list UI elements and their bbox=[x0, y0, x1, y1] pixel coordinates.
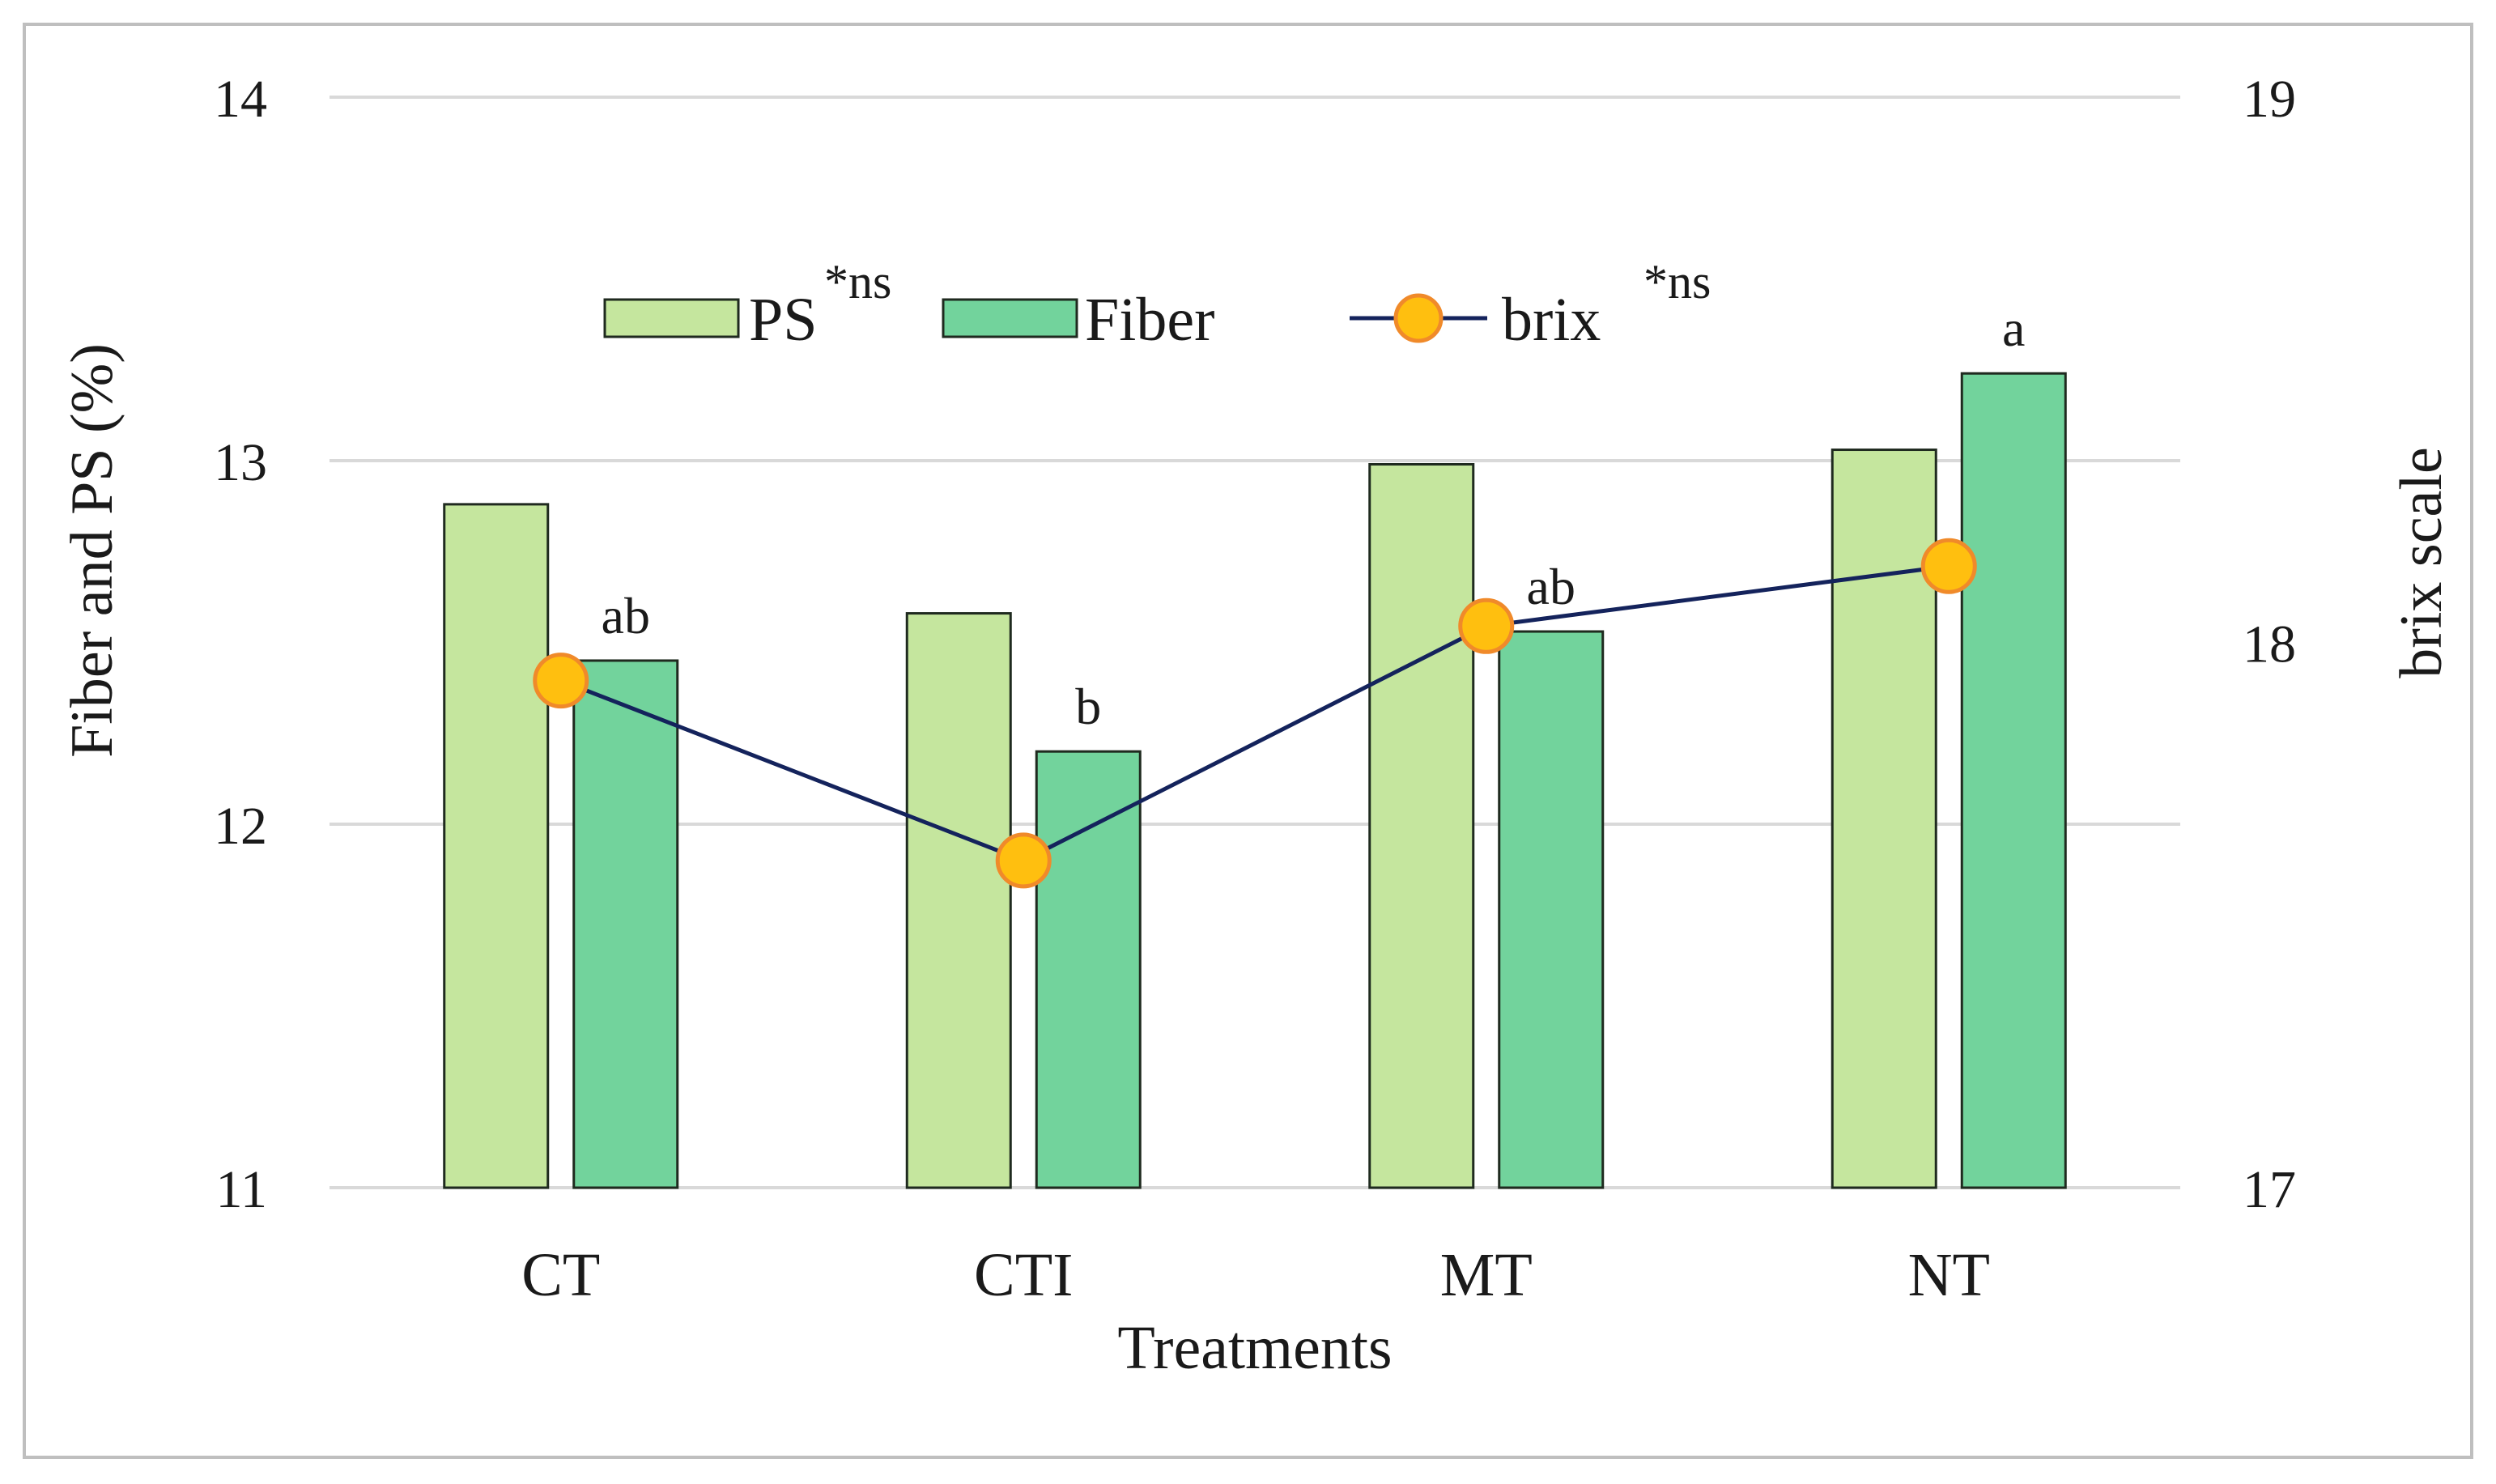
x-tick-label: MT bbox=[1440, 1241, 1533, 1309]
ps-bar bbox=[443, 503, 550, 1189]
brix-marker bbox=[533, 653, 589, 709]
axes: 11 12 13 14 17 18 19 CT CTI MT NT Treatments Fiber a… bbox=[59, 70, 2455, 1382]
brix-marker bbox=[995, 832, 1052, 889]
y2-axis-title: brix scale bbox=[2388, 447, 2455, 678]
y2-tick-label: 18 bbox=[2243, 615, 2296, 674]
ps-legend-superscript: *ns bbox=[824, 255, 891, 308]
ps-bar bbox=[1368, 462, 1475, 1189]
ps-bar bbox=[1831, 449, 1937, 1189]
significance-label: b bbox=[1075, 678, 1101, 735]
ps-legend-label: PS bbox=[749, 286, 818, 354]
y-axis-title: Fiber and PS (%) bbox=[59, 343, 125, 758]
brix-legend-marker bbox=[1393, 293, 1444, 343]
chart-frame bbox=[23, 23, 2473, 1459]
significance-labels: ab b ab a bbox=[602, 300, 2026, 735]
x-tick-label: NT bbox=[1908, 1241, 1990, 1309]
brix-legend-superscript: *ns bbox=[1643, 255, 1711, 308]
bars bbox=[443, 372, 2067, 1189]
y2-tick-label: 17 bbox=[2243, 1160, 2296, 1219]
x-tick-label: CT bbox=[521, 1241, 600, 1309]
y2-tick-label: 19 bbox=[2243, 70, 2296, 129]
brix-line bbox=[533, 538, 1977, 889]
brix-legend-label: brix bbox=[1502, 286, 1601, 354]
y-tick-label: 13 bbox=[214, 433, 267, 492]
significance-label: ab bbox=[1527, 558, 1575, 615]
fiber-legend-label: Fiber bbox=[1085, 286, 1214, 354]
fiber-bar bbox=[1960, 372, 2067, 1189]
brix-polyline bbox=[559, 563, 1950, 863]
fiber-bar bbox=[1498, 630, 1605, 1189]
significance-label: a bbox=[2002, 300, 2025, 357]
brix-marker bbox=[1920, 538, 1977, 594]
fiber-bar bbox=[572, 659, 679, 1189]
fiber-bar bbox=[1035, 750, 1142, 1189]
x-tick-label: CTI bbox=[974, 1241, 1073, 1309]
brix-marker bbox=[1458, 597, 1515, 654]
fiber-legend-swatch bbox=[942, 298, 1078, 338]
y-tick-label: 12 bbox=[214, 797, 267, 856]
y-tick-label: 14 bbox=[214, 70, 267, 129]
x-axis-title: Treatments bbox=[1117, 1314, 1392, 1382]
y-tick-label: 11 bbox=[215, 1160, 267, 1219]
significance-label: ab bbox=[602, 587, 650, 644]
ps-legend-swatch bbox=[603, 298, 740, 338]
ps-bar bbox=[905, 612, 1012, 1189]
